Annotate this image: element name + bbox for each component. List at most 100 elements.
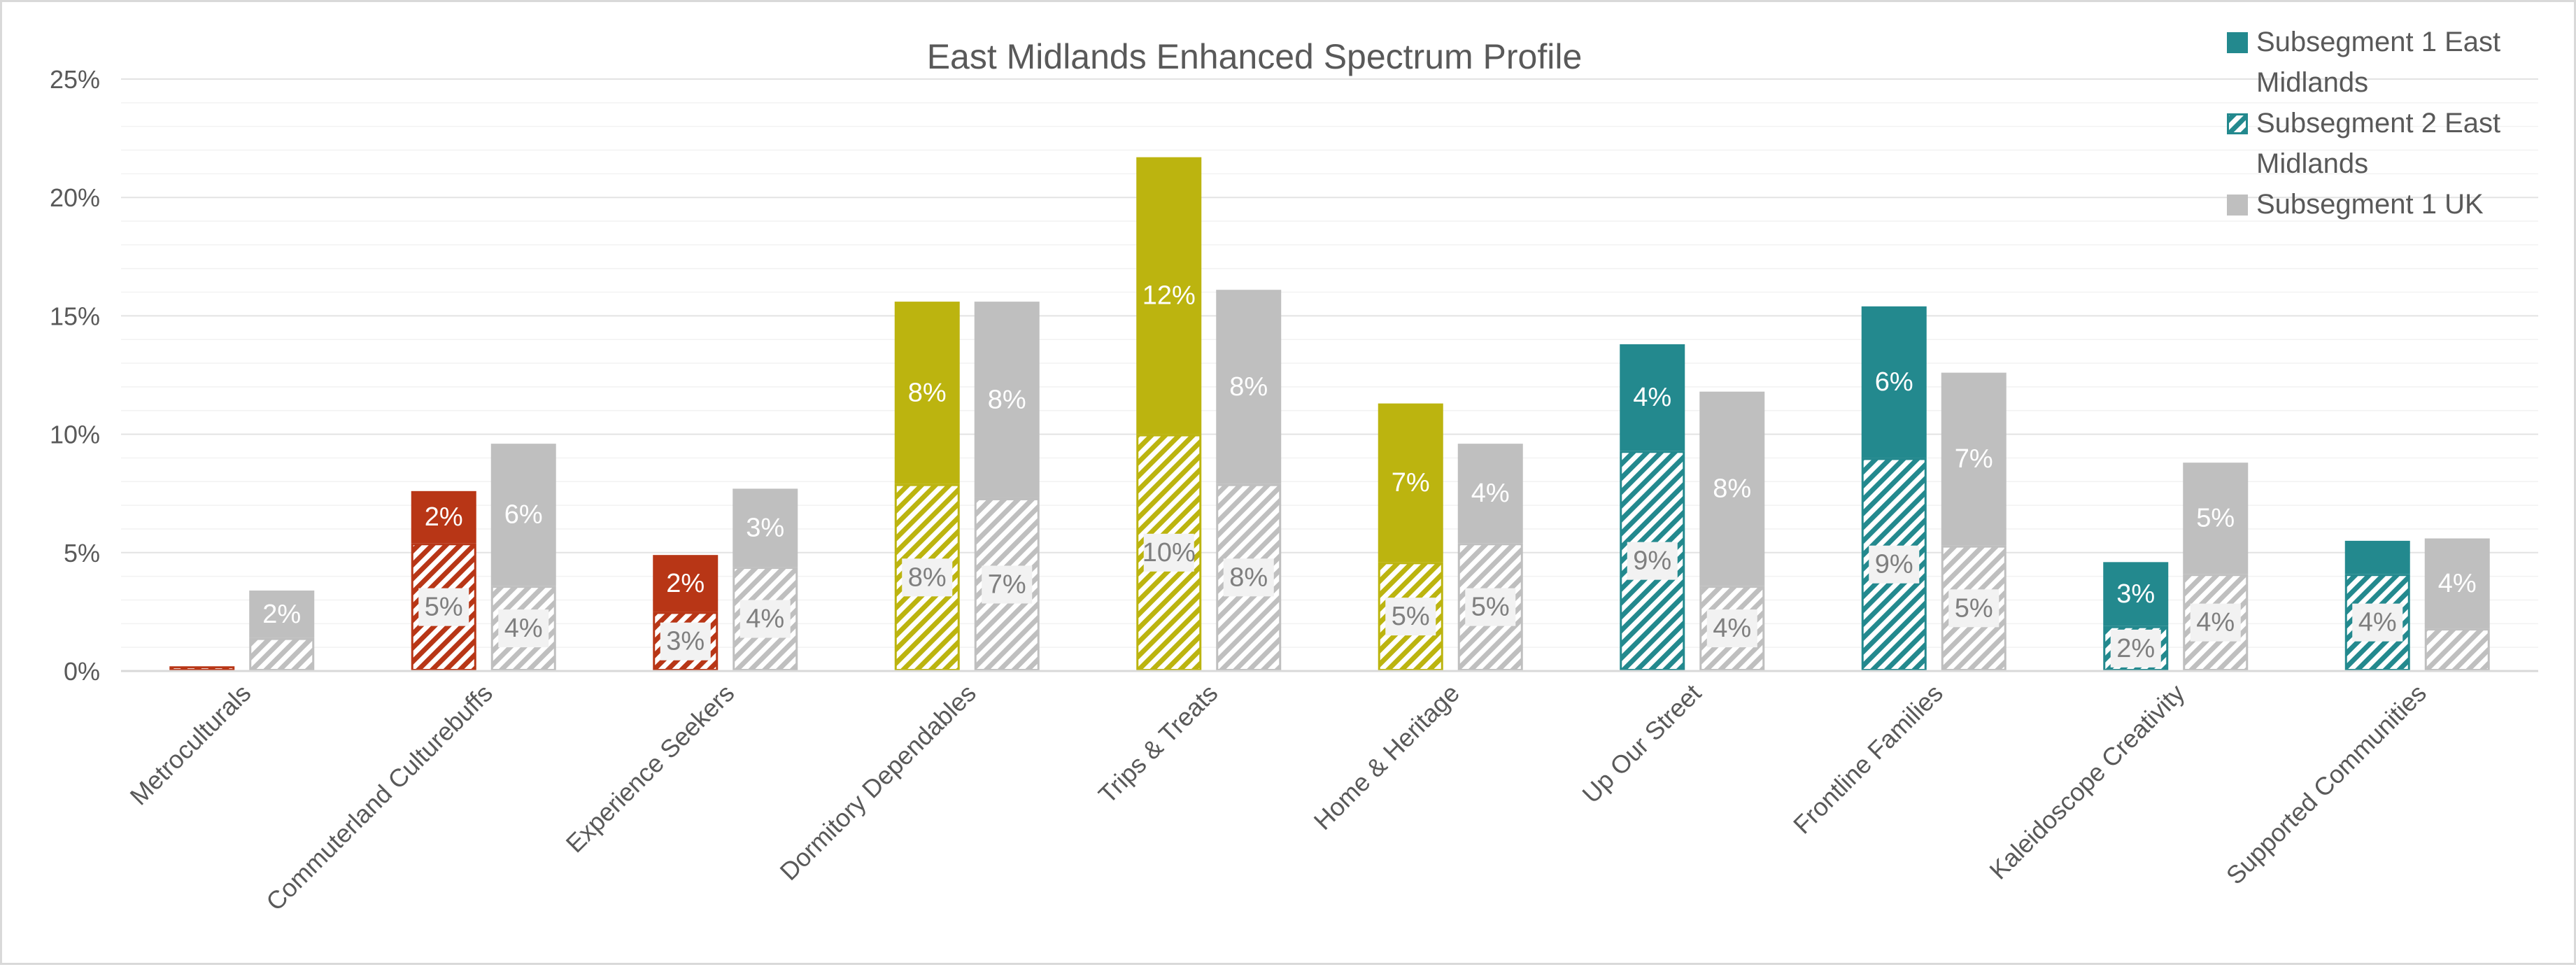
legend-swatch	[2227, 195, 2248, 216]
data-label: 3%	[2116, 579, 2155, 609]
data-label: 12%	[1142, 281, 1196, 311]
data-label: 3%	[746, 513, 784, 542]
y-tick-label: 5%	[64, 539, 100, 567]
east-midlands-subsegment-1-bar	[1620, 344, 1685, 451]
uk-subsegment-1-bar	[974, 302, 1040, 498]
x-category-label: Dormitory Dependables	[774, 679, 981, 886]
data-label: 4%	[739, 600, 791, 638]
data-label-text: 7%	[988, 570, 1026, 599]
uk-subsegment-1-bar	[249, 590, 315, 638]
data-label-text: 3%	[746, 513, 784, 542]
uk-subsegment-1-bar	[2183, 463, 2249, 574]
data-label-text: 8%	[1713, 474, 1751, 503]
data-label: 4%	[2190, 603, 2241, 642]
data-label: 2%	[425, 502, 463, 532]
uk-subsegment-1-bar	[1941, 372, 2007, 546]
uk-subsegment-1-bar	[1699, 391, 1765, 586]
data-label: 5%	[2196, 504, 2235, 533]
x-category-label: Frontline Families	[1788, 679, 1948, 840]
uk-subsegment-2-bar	[2424, 628, 2490, 672]
data-label: 3%	[660, 622, 711, 661]
data-label-background	[1627, 542, 1678, 580]
data-label: 5%	[1465, 588, 1516, 626]
east-midlands-subsegment-1-bar	[411, 490, 476, 544]
data-label-background	[2190, 603, 2241, 642]
data-label-text: 2%	[2116, 634, 2155, 663]
data-label-text: 9%	[1875, 550, 1913, 579]
data-label-text: 8%	[908, 378, 947, 407]
x-category-label: Up Our Street	[1576, 679, 1706, 809]
data-label: 8%	[1223, 558, 1274, 597]
data-label: 4%	[1706, 609, 1757, 648]
east-midlands-subsegment-1-bar	[2344, 540, 2410, 574]
x-category-label: Trips & Treats	[1093, 679, 1223, 809]
data-label-background	[1869, 545, 1920, 584]
data-label-text: 4%	[1471, 479, 1510, 508]
legend-label: Midlands	[2256, 67, 2368, 98]
legend-swatch	[2227, 113, 2248, 134]
data-label-text: 5%	[2196, 504, 2235, 533]
data-label-text: 4%	[504, 614, 543, 643]
data-label-background	[1465, 588, 1516, 626]
data-label-text: 6%	[1875, 367, 1913, 397]
data-labels: 2% 5% 2% 4% 6% 3% 2% 4% 3% 8% 8% 7% 8% 10% 12% 8% 8% 5% 7%…	[262, 281, 2477, 668]
data-label: 9%	[1869, 545, 1920, 584]
x-category-label: Kaleidoscope Creativity	[1983, 679, 2190, 885]
data-label-text: 4%	[2196, 608, 2235, 637]
legend: Subsegment 1 East Midlands Subsegment 2 Ea…	[2227, 27, 2500, 220]
data-label-text: 8%	[988, 386, 1026, 415]
data-label-text: 8%	[1229, 372, 1268, 402]
chart-title: East Midlands Enhanced Spectrum Profile	[927, 37, 1583, 76]
y-tick-label: 10%	[50, 421, 100, 449]
data-label-background	[1143, 533, 1194, 572]
legend-label: Subsegment 2 East	[2256, 108, 2500, 139]
data-label-text: 2%	[425, 502, 463, 532]
data-label-text: 6%	[504, 500, 543, 530]
data-label-background	[1223, 558, 1274, 597]
data-label-background	[498, 609, 549, 648]
data-label: 4%	[2352, 603, 2403, 642]
data-label-text: 7%	[1955, 444, 1993, 474]
data-label-text: 5%	[1392, 602, 1430, 631]
x-category-label: Home & Heritage	[1308, 679, 1465, 835]
x-category-label: Experience Seekers	[560, 679, 740, 859]
y-tick-label: 15%	[50, 302, 100, 330]
legend-item: Subsegment 2 East Midlands	[2227, 108, 2500, 179]
y-tick-label: 20%	[50, 183, 100, 212]
east-midlands-subsegment-1-bar	[2103, 562, 2169, 626]
data-label: 8%	[1713, 474, 1751, 503]
x-axis: Metroculturals Commuterland Culturebuffs E…	[121, 670, 2538, 916]
data-label-text: 10%	[1142, 538, 1196, 567]
data-label-text: 3%	[666, 627, 705, 656]
data-label: 2%	[262, 600, 301, 629]
data-label: 7%	[982, 565, 1033, 604]
data-label: 9%	[1627, 542, 1678, 580]
data-label-background	[418, 588, 469, 626]
uk-subsegment-2-bar	[249, 637, 315, 672]
east-midlands-subsegment-1-bar	[653, 555, 719, 612]
data-label-background	[2352, 603, 2403, 642]
data-label-text: 2%	[666, 569, 705, 598]
data-label: 8%	[988, 386, 1026, 415]
data-label: 4%	[1633, 383, 1671, 412]
uk-subsegment-1-bar	[1457, 444, 1523, 544]
legend-item: Subsegment 1 East Midlands	[2227, 27, 2500, 98]
data-label-text: 4%	[2358, 608, 2397, 637]
uk-subsegment-1-bar	[733, 488, 798, 567]
data-label-background	[1948, 589, 2000, 628]
uk-subsegment-1-bar	[2424, 538, 2490, 629]
data-label-text: 7%	[1392, 468, 1430, 497]
data-label: 2%	[666, 569, 705, 598]
x-category-label: Metroculturals	[125, 679, 257, 811]
legend-label: Subsegment 1 East	[2256, 27, 2500, 57]
data-label-text: 12%	[1142, 281, 1196, 311]
data-label: 7%	[1955, 444, 1993, 474]
data-label-text: 3%	[2116, 579, 2155, 609]
data-label: 7%	[1392, 468, 1430, 497]
y-tick-label: 25%	[50, 65, 100, 94]
data-label-text: 4%	[1713, 614, 1751, 643]
uk-subsegment-1-bar	[490, 444, 556, 586]
data-label: 4%	[1471, 479, 1510, 508]
legend-swatch	[2227, 32, 2248, 53]
